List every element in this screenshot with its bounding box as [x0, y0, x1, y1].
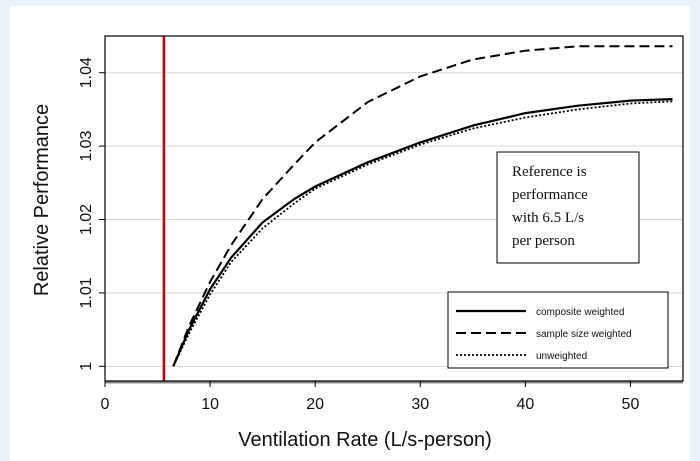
x-tick-label-4: 40	[516, 396, 534, 413]
annotation-box: Reference is performance with 6.5 L/s pe…	[496, 151, 640, 264]
annotation-line-3: with 6.5 L/s	[512, 210, 584, 226]
y-axis-title: Relative Performance	[31, 104, 53, 296]
x-tick-label-2: 20	[306, 396, 324, 413]
y-tick-label-4: 1.04	[78, 57, 95, 88]
series-line-sample-size-weighted	[172, 45, 673, 367]
x-axis-title: Ventilation Rate (L/s-person)	[238, 429, 491, 451]
gridlines	[105, 72, 683, 384]
legend-label-composite: composite weighted	[536, 307, 624, 318]
x-tick-label-0: 0	[101, 396, 110, 413]
y-tick-label-2: 1.02	[78, 204, 95, 235]
annotation-border	[496, 151, 640, 264]
series-line-unweighted	[172, 100, 673, 367]
plot-border	[104, 35, 684, 382]
annotation-line-1: Reference is	[512, 164, 587, 180]
annotation-line-2: performance	[512, 187, 588, 203]
x-axis: 0 10 20 30 40 50	[101, 381, 640, 413]
legend-label-unweighted: unweighted	[536, 351, 587, 362]
annotation-line-4: per person	[512, 233, 575, 249]
legend: composite weighted sample size weighted …	[447, 291, 669, 369]
series-group	[172, 45, 673, 367]
legend-label-sample-size: sample size weighted	[536, 329, 632, 340]
y-tick-label-0: 1	[78, 362, 95, 371]
y-axis: 1 1.01 1.02 1.03 1.04	[78, 57, 105, 371]
y-tick-label-1: 1.01	[78, 277, 95, 308]
y-tick-label-3: 1.03	[78, 130, 95, 161]
x-tick-label-5: 50	[622, 396, 640, 413]
x-tick-label-3: 30	[411, 396, 429, 413]
x-tick-label-1: 10	[201, 396, 219, 413]
series-line-composite-weighted	[172, 98, 673, 367]
